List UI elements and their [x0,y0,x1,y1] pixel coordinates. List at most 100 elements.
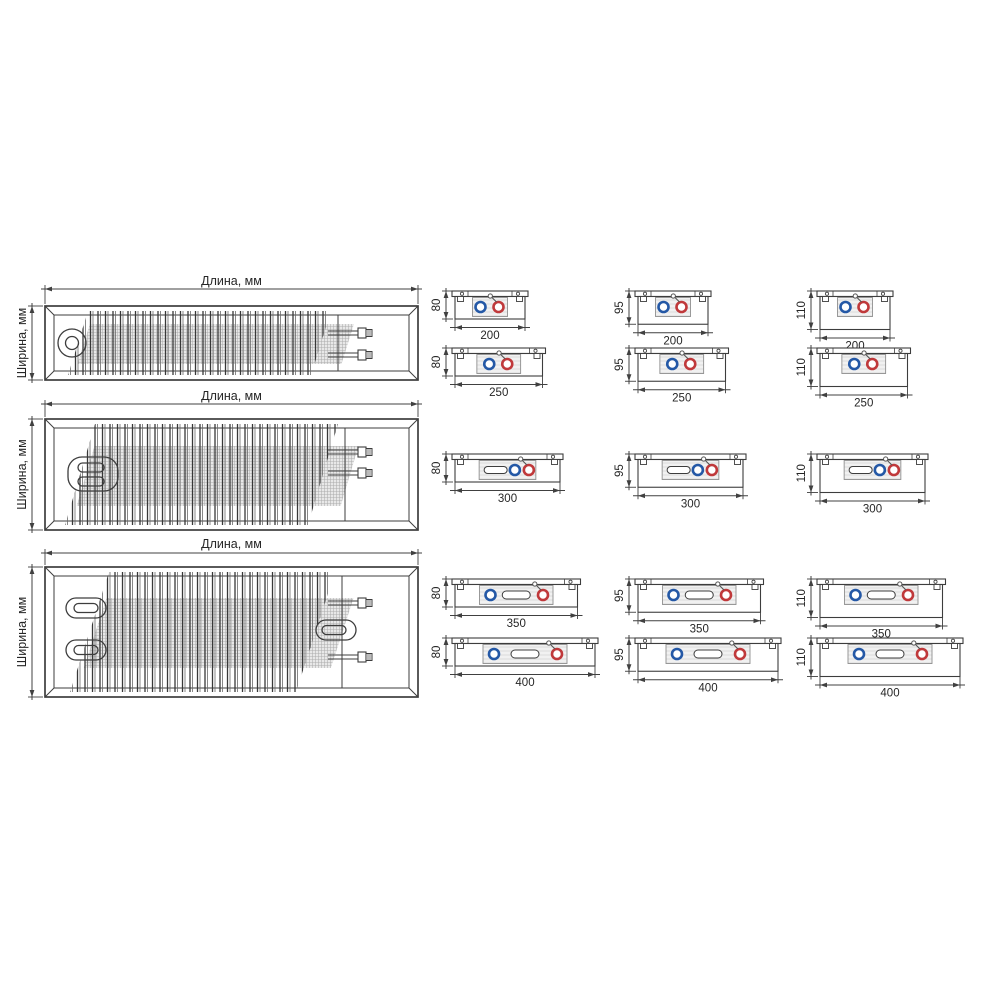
cross-section-h80-w350: 350 80 [431,576,583,630]
clip-bracket [640,353,647,359]
height-dimension-value: 110 [796,589,808,607]
width-dimension-value: 350 [507,618,526,630]
clip-bracket [640,459,647,465]
clip-bracket [822,584,829,590]
slot-opening [483,466,508,474]
clip-bracket [822,296,829,302]
clip-bracket [640,584,647,590]
return-pipe-icon [675,300,688,314]
air-vent-key-icon [487,293,497,303]
length-dimension-label: Длина, мм [201,274,262,288]
screw-icon [459,348,464,353]
clip-bracket [881,296,888,302]
width-dimension-value: 300 [498,493,517,505]
clip-bracket [586,643,593,649]
width-dimension-value: 250 [672,392,691,404]
screw-icon [459,638,464,643]
screw-icon [459,291,464,296]
width-dimension-value: 200 [480,330,499,342]
height-dimension-value: 95 [614,464,626,477]
width-dimension-label: Ширина, мм [15,439,29,509]
screw-icon [459,579,464,584]
return-pipe-icon [915,647,929,661]
screw-icon [533,348,538,353]
screw-icon [568,579,573,584]
screw-icon [642,348,647,353]
top-flange [451,453,564,461]
clip-bracket [457,353,464,359]
return-pipe-icon [500,357,514,371]
cross-section-h95-w350: 350 95 [614,576,766,635]
width-dimension-value: 400 [698,682,717,694]
clip-bracket [457,296,464,302]
cross-section-h95-w250: 250 95 [614,345,731,404]
height-dimension-value: 80 [431,462,443,475]
slot-opening [848,466,873,474]
top-flange [634,637,782,645]
screw-icon [824,348,829,353]
width-dimension-label: Ширина, мм [15,308,29,378]
air-vent-key-icon [518,456,528,466]
supply-pipe-icon [474,300,487,314]
screw-icon [824,579,829,584]
return-pipe-icon [492,300,505,314]
screw-icon [642,454,647,459]
slot-opening [866,590,896,600]
air-vent-key-icon [532,581,542,591]
cross-section-h95-w200: 200 95 [614,288,713,347]
width-dimension-value: 250 [854,398,873,410]
slot-opening [666,466,691,474]
screw-icon [768,638,773,643]
supply-pipe-icon [849,588,862,602]
pipe-connector [328,446,373,458]
screw-icon [642,579,647,584]
convector-top-view-row3: Длина, мм Ширина, мм [15,537,422,700]
screw-icon [699,291,704,296]
height-dimension-value: 80 [431,587,443,600]
return-pipe-icon [683,357,697,371]
height-dimension-value: 110 [796,358,808,376]
return-pipe-icon [522,463,536,477]
height-dimension-value: 110 [796,464,808,482]
tube-loops [67,456,119,492]
supply-pipe-icon [852,647,866,661]
air-vent-key-icon [729,640,739,650]
clip-bracket [640,296,647,302]
clip-bracket [716,353,724,359]
width-dimension-value: 350 [690,623,709,635]
screw-icon [642,291,647,296]
height-dimension-value: 80 [431,646,443,659]
height-dimension-value: 80 [431,299,443,312]
supply-pipe-icon [839,300,852,314]
width-dimension-value: 300 [681,498,700,510]
tube-loops [57,328,87,358]
supply-pipe-icon [873,463,887,477]
air-vent-key-icon [670,293,680,303]
width-dimension-value: 200 [663,335,682,347]
pipe-connector [328,349,373,361]
screw-icon [734,454,739,459]
convector-top-view-row2: Длина, мм Ширина, мм [15,389,422,533]
top-flange [634,453,747,461]
height-dimension-value: 95 [614,589,626,602]
convector-top-view-row1: Длина, мм Ширина, мм [15,274,422,383]
pipe-connector [328,597,373,609]
width-dimension-value: 250 [489,387,508,399]
screw-icon [933,579,938,584]
screw-icon [459,454,464,459]
supply-pipe-icon [482,357,496,371]
screw-icon [751,579,756,584]
return-pipe-icon [733,647,747,661]
return-pipe-icon [536,588,550,602]
cross-section-h95-w300: 300 95 [614,451,748,510]
return-pipe-icon [901,588,915,602]
top-flange [816,637,964,645]
height-dimension-value: 110 [796,648,808,666]
clip-bracket [516,296,523,302]
screw-icon [516,291,521,296]
air-vent-key-icon [546,640,556,650]
cross-section-h110-w400: 400 110 [796,635,965,700]
height-dimension-value: 80 [431,356,443,369]
cross-section-h80-w200: 200 80 [431,288,530,342]
screw-icon [898,348,903,353]
